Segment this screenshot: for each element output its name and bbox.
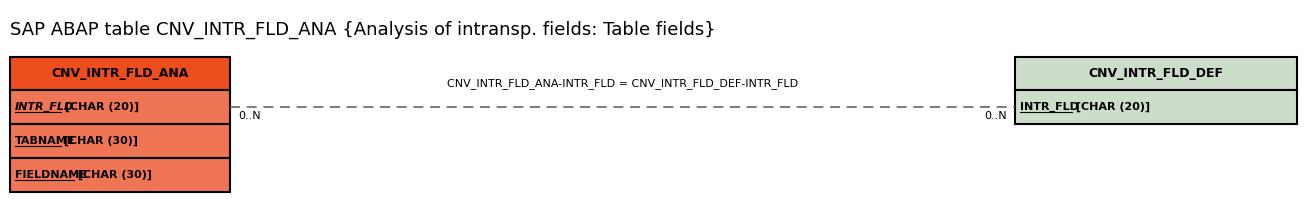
Text: 0..N: 0..N [984,111,1006,121]
Bar [10,57,230,90]
Text: [CHAR (30)]: [CHAR (30)] [60,136,139,146]
Text: [CHAR (20)]: [CHAR (20)] [1072,102,1150,112]
Text: [CHAR (30)]: [CHAR (30)] [73,170,152,180]
Text: [CHAR (20)]: [CHAR (20)] [61,102,140,112]
Bar [10,158,230,192]
Text: 0..N: 0..N [238,111,260,121]
Text: SAP ABAP table CNV_INTR_FLD_ANA {Analysis of intransp. fields: Table fields}: SAP ABAP table CNV_INTR_FLD_ANA {Analysi… [10,21,716,39]
Bar [10,90,230,124]
Text: FIELDNAME: FIELDNAME [14,170,86,180]
Bar [1016,90,1297,124]
Text: INTR_FLD: INTR_FLD [1019,102,1078,112]
Bar [1016,57,1297,90]
Text: CNV_INTR_FLD_DEF: CNV_INTR_FLD_DEF [1089,67,1223,80]
Text: CNV_INTR_FLD_ANA-INTR_FLD = CNV_INTR_FLD_DEF-INTR_FLD: CNV_INTR_FLD_ANA-INTR_FLD = CNV_INTR_FLD… [447,78,799,89]
Text: CNV_INTR_FLD_ANA: CNV_INTR_FLD_ANA [51,67,188,80]
Text: INTR_FLD: INTR_FLD [14,102,74,112]
Bar [10,124,230,158]
Text: TABNAME: TABNAME [14,136,76,146]
